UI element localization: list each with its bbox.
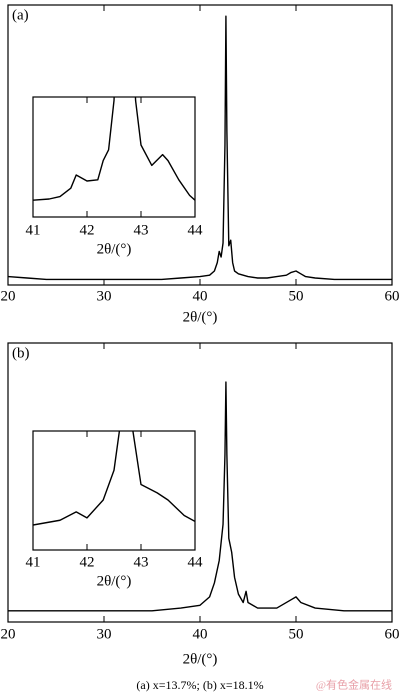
x-axis-label: 2θ/(°) — [97, 573, 132, 589]
xrd-curve — [8, 381, 392, 612]
x-tick-label: 20 — [1, 626, 16, 642]
x-tick-label: 41 — [26, 554, 41, 570]
x-tick-label: 50 — [289, 626, 304, 642]
x-tick-label: 44 — [188, 222, 204, 238]
panel-label: (a) — [12, 7, 29, 23]
x-tick-label: 43 — [134, 554, 149, 570]
inset-frame — [32, 430, 196, 551]
x-tick-label: 43 — [134, 222, 149, 238]
x-tick-label: 60 — [385, 288, 400, 304]
x-axis-label: 2θ/(°) — [183, 309, 218, 325]
x-tick-label: 42 — [80, 554, 95, 570]
watermark: @有色金属在线 — [316, 678, 392, 692]
x-tick-label: 44 — [188, 554, 204, 570]
x-tick-label: 40 — [193, 626, 208, 642]
x-tick-label: 20 — [1, 288, 16, 304]
xrd-curve — [33, 97, 195, 201]
x-tick-label: 41 — [26, 222, 41, 238]
x-axis-label: 2θ/(°) — [97, 241, 132, 257]
x-tick-label: 30 — [97, 626, 112, 642]
caption: (a) x=13.7%; (b) x=18.1% — [136, 678, 263, 692]
x-axis-label: 2θ/(°) — [183, 651, 218, 667]
xrd-curve — [33, 431, 195, 526]
x-tick-label: 50 — [289, 288, 304, 304]
xrd-curve — [8, 15, 392, 281]
inset-background — [33, 431, 195, 550]
x-tick-label: 42 — [80, 222, 95, 238]
x-tick-label: 40 — [193, 288, 208, 304]
inset-background — [33, 97, 195, 217]
x-tick-label: 30 — [97, 288, 112, 304]
panel-label: (b) — [12, 345, 30, 361]
x-tick-label: 60 — [385, 626, 400, 642]
